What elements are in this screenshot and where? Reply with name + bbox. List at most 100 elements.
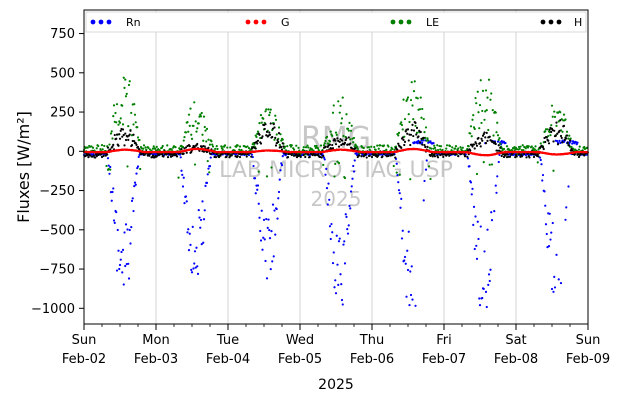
data-point-le — [477, 111, 480, 114]
data-point-le — [90, 145, 93, 148]
data-point-rn — [277, 197, 280, 200]
data-point-h — [552, 140, 555, 143]
data-point-le — [187, 130, 190, 133]
data-point-le — [457, 147, 460, 150]
data-point-le — [550, 124, 553, 127]
data-point-rn — [204, 184, 207, 187]
data-point-rn — [429, 140, 432, 143]
data-point-h — [568, 144, 571, 147]
data-point-le — [471, 118, 474, 121]
data-point-h — [334, 139, 337, 142]
data-point-le — [108, 143, 111, 146]
data-point-h — [339, 138, 342, 141]
data-point-rn — [115, 211, 118, 214]
data-point-h — [274, 136, 277, 139]
data-point-le — [473, 127, 476, 131]
data-point-le — [414, 124, 417, 127]
data-point-rn — [348, 204, 351, 207]
data-point-rn — [273, 209, 276, 212]
data-point-rn — [411, 298, 414, 301]
data-point-le — [247, 146, 251, 150]
data-point-le — [122, 76, 125, 79]
data-point-h — [87, 156, 90, 159]
data-point-le — [481, 109, 484, 113]
data-point-rn — [257, 202, 260, 205]
data-point-le — [387, 145, 390, 148]
data-point-h — [151, 154, 155, 157]
data-point-le — [397, 131, 401, 135]
data-point-rn — [116, 228, 119, 232]
data-point-le — [467, 145, 470, 148]
data-point-rn — [552, 290, 555, 293]
data-point-h — [345, 137, 348, 140]
data-point-le — [331, 134, 334, 137]
data-point-h — [162, 155, 165, 158]
data-point-h — [343, 141, 347, 144]
data-point-h — [484, 141, 488, 145]
data-point-h — [417, 135, 420, 138]
data-point-rn — [206, 173, 209, 176]
data-point-le — [262, 117, 265, 120]
data-point-le — [97, 144, 100, 148]
data-point-rn — [403, 255, 407, 259]
data-point-rn — [333, 286, 336, 289]
data-point-le — [421, 107, 424, 111]
data-point-le — [260, 121, 263, 124]
data-point-le — [448, 144, 452, 148]
data-point-le — [476, 90, 479, 93]
data-point-le — [478, 127, 481, 130]
data-point-h — [563, 138, 566, 141]
data-point-le — [256, 130, 260, 133]
data-point-rn — [256, 184, 260, 187]
data-point-h — [205, 150, 209, 154]
data-point-le — [499, 142, 502, 145]
data-point-rn — [423, 179, 426, 183]
legend: Rn G LE H — [85, 11, 587, 33]
data-point-le — [257, 170, 260, 173]
legend-marker-g — [245, 19, 251, 25]
data-point-h — [475, 142, 478, 145]
data-point-le — [547, 134, 550, 138]
data-point-le — [118, 121, 122, 124]
data-point-rn — [477, 237, 480, 241]
data-point-h — [485, 131, 488, 134]
data-point-h — [554, 134, 557, 137]
y-tick-label: −1000 — [31, 302, 75, 317]
data-point-rn — [272, 255, 275, 258]
legend-label-rn: Rn — [126, 16, 141, 29]
data-point-h — [404, 130, 407, 133]
data-point-le — [356, 147, 359, 150]
data-point-rn — [194, 266, 197, 269]
y-tick-label: −750 — [39, 263, 75, 278]
data-point-le — [124, 78, 127, 81]
data-point-rn — [474, 215, 477, 218]
data-point-h — [113, 133, 116, 137]
data-point-h — [155, 155, 158, 158]
data-point-rn — [334, 292, 338, 295]
y-axis-label: Fluxes [W/m²] — [14, 111, 33, 223]
x-tick-label-weekday: Sun — [72, 333, 97, 348]
data-point-le — [426, 137, 429, 140]
data-point-rn — [107, 164, 110, 167]
data-point-le — [539, 142, 542, 145]
data-point-rn — [341, 303, 344, 306]
data-point-h — [433, 153, 436, 156]
data-point-le — [445, 144, 449, 147]
data-point-rn — [547, 245, 551, 248]
data-point-h — [102, 154, 105, 158]
data-point-h — [536, 153, 539, 156]
data-point-rn — [207, 167, 210, 170]
data-point-le — [346, 127, 350, 130]
data-point-rn — [197, 209, 200, 212]
data-point-h — [230, 154, 233, 157]
data-point-rn — [550, 231, 553, 234]
data-point-h — [118, 133, 121, 136]
data-point-h — [307, 153, 310, 156]
data-point-rn — [259, 229, 262, 233]
data-point-rn — [124, 223, 128, 226]
data-point-le — [281, 138, 284, 141]
data-point-rn — [553, 286, 557, 289]
data-point-le — [377, 147, 380, 150]
data-point-rn — [406, 268, 410, 272]
legend-marker-le — [390, 19, 396, 25]
